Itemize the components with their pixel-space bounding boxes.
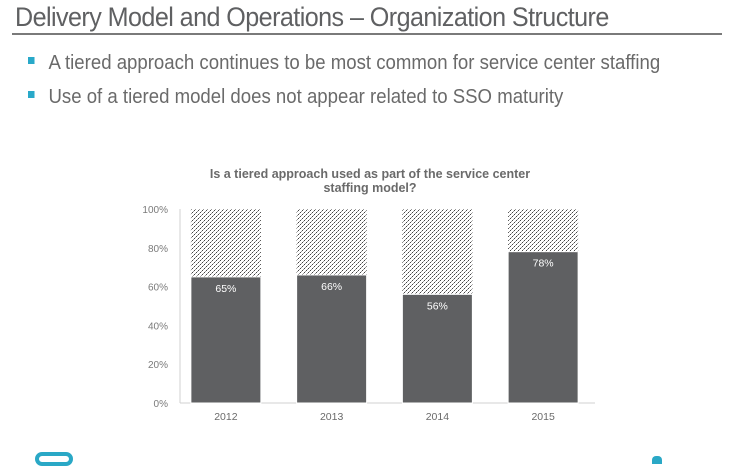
bar-data-label: 56% bbox=[427, 300, 448, 312]
bullet-text: A tiered approach continues to be most c… bbox=[48, 52, 661, 74]
bar-segment-no bbox=[296, 209, 367, 275]
y-tick-label: 100% bbox=[142, 205, 168, 216]
chart-title-line: staffing model? bbox=[323, 181, 417, 195]
bar-data-label: 65% bbox=[215, 283, 236, 295]
chart-title-line: Is a tiered approach used as part of the… bbox=[209, 167, 531, 181]
y-tick-label: 40% bbox=[148, 321, 168, 332]
x-tick-label: 2015 bbox=[531, 411, 555, 423]
y-tick-label: 60% bbox=[148, 283, 168, 294]
footer-mark-icon bbox=[652, 456, 662, 464]
y-tick-label: 20% bbox=[148, 360, 168, 371]
x-tick-label: 2014 bbox=[426, 411, 450, 423]
slide-title: Delivery Model and Operations – Organiza… bbox=[15, 2, 609, 32]
bar-segment-yes bbox=[401, 293, 473, 404]
chart-title: Is a tiered approach used as part of the… bbox=[160, 167, 580, 195]
bar-segment-yes bbox=[507, 251, 579, 404]
y-tick-label: 0% bbox=[154, 399, 169, 410]
bar-segment-no bbox=[402, 209, 473, 295]
bar-segment-no bbox=[508, 209, 579, 252]
y-tick-label: 80% bbox=[148, 244, 168, 255]
x-tick-label: 2012 bbox=[214, 411, 238, 423]
bullet-square-icon bbox=[28, 57, 35, 64]
bar-segment-yes bbox=[190, 276, 262, 404]
bar-segment-yes bbox=[296, 274, 368, 404]
footer-logo-icon bbox=[35, 452, 73, 466]
x-tick-label: 2013 bbox=[320, 411, 344, 423]
bar-segment-no bbox=[190, 209, 261, 277]
bar-data-label: 66% bbox=[321, 281, 342, 293]
title-divider bbox=[12, 33, 722, 35]
bullet-text: Use of a tiered model does not appear re… bbox=[48, 86, 564, 108]
bar-data-label: 78% bbox=[533, 258, 554, 270]
bullet-square-icon bbox=[28, 91, 35, 98]
